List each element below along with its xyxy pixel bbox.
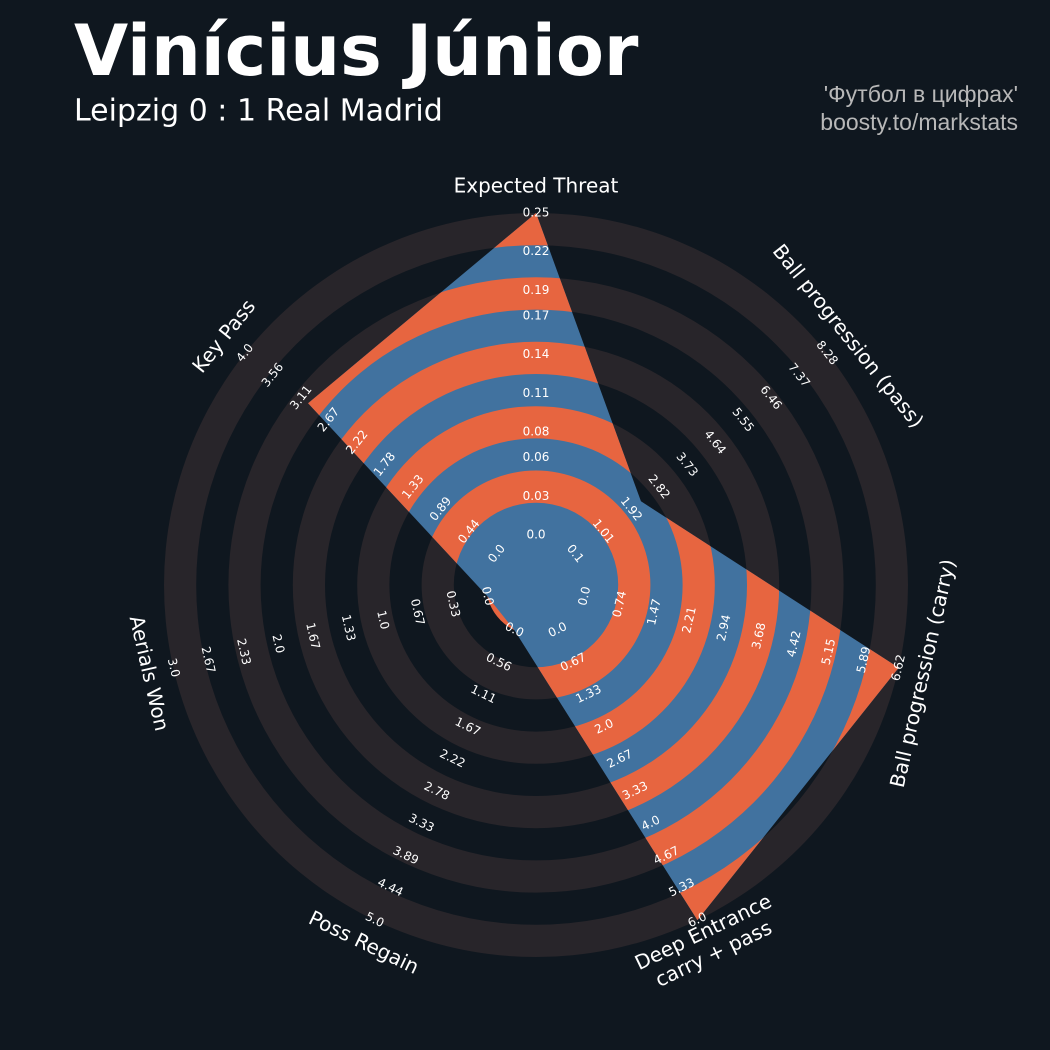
tick-label: 0.08 <box>523 424 550 438</box>
tick-label: 0.0 <box>526 528 545 542</box>
tick-label: 2.94 <box>714 613 734 642</box>
chart-title: Vinícius Júnior <box>74 10 639 92</box>
tick-label: 3.68 <box>749 621 769 650</box>
tick-label: 0.19 <box>523 283 550 297</box>
credit: boosty.to/markstats <box>820 109 1018 135</box>
chart-subtitle: Leipzig 0 : 1 Real Madrid <box>74 94 443 129</box>
axis-label: Expected Threat <box>454 174 619 198</box>
tick-label: 0.67 <box>408 597 428 626</box>
tick-label: 2.21 <box>679 605 699 634</box>
tick-label: 0.0 <box>575 585 593 607</box>
tick-label: 0.11 <box>523 386 550 400</box>
tick-label: 2.33 <box>234 637 254 666</box>
tick-label: 0.06 <box>523 450 550 464</box>
tick-label: 3.0 <box>165 657 183 679</box>
tick-label: 4.42 <box>784 629 804 658</box>
tick-label: 0.33 <box>443 589 463 618</box>
tick-label: 2.67 <box>199 645 219 674</box>
tick-label: 2.0 <box>270 633 288 655</box>
tick-label: 5.89 <box>854 645 874 674</box>
tick-label: 0.25 <box>523 206 550 220</box>
tick-label: 0.14 <box>523 347 550 361</box>
tick-label: 0.03 <box>523 489 550 503</box>
tick-label: 0.17 <box>523 309 550 323</box>
tick-label: 6.62 <box>888 653 908 682</box>
tick-label: 1.47 <box>644 597 664 626</box>
tick-label: 1.33 <box>339 613 359 642</box>
tick-label: 0.0 <box>479 585 497 607</box>
tick-label: 5.15 <box>819 637 839 666</box>
tick-label: 1.0 <box>374 609 392 631</box>
tick-label: 0.74 <box>610 589 630 618</box>
credit: 'Футбол в цифрах' <box>824 81 1018 107</box>
tick-label: 0.22 <box>523 244 550 258</box>
tick-label: 1.67 <box>303 621 323 650</box>
